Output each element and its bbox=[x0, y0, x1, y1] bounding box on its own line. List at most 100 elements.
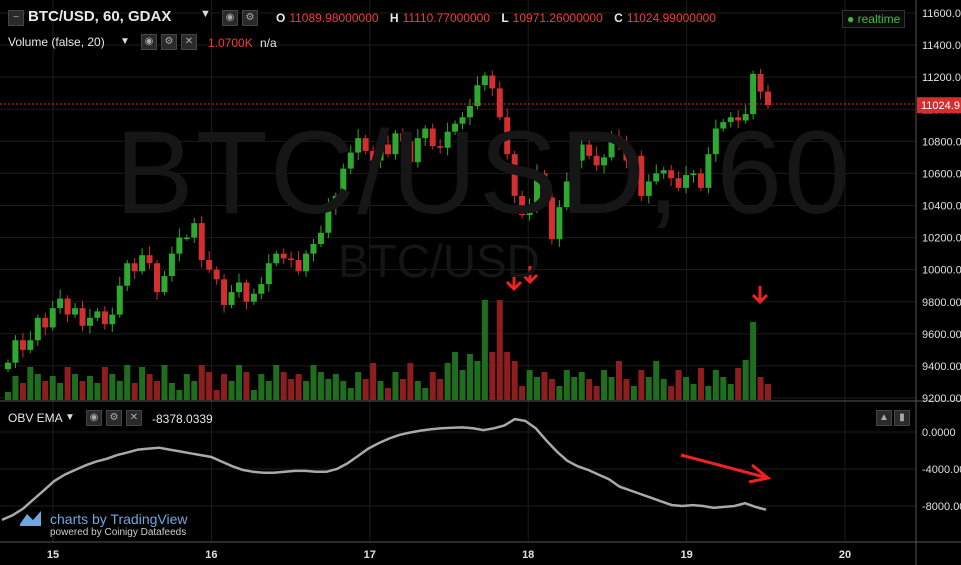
candle-body bbox=[459, 117, 466, 124]
obv-indicator-label[interactable]: OBV EMA bbox=[8, 411, 63, 425]
price-tick-label: 9800.00 bbox=[922, 297, 961, 309]
annotations bbox=[505, 266, 772, 484]
candle-body bbox=[79, 308, 86, 326]
candle-body bbox=[630, 155, 637, 161]
candle-body bbox=[109, 314, 116, 325]
candle-body bbox=[765, 91, 771, 106]
candle-body bbox=[221, 279, 228, 305]
candle-body bbox=[332, 195, 339, 208]
volume-bar bbox=[168, 383, 175, 400]
volume-bar bbox=[183, 374, 190, 400]
obv-line-group bbox=[1, 417, 767, 522]
volume-bar bbox=[444, 363, 451, 400]
obv-close-icon[interactable]: ✕ bbox=[126, 410, 142, 426]
volume-bar bbox=[139, 367, 146, 400]
candle-body bbox=[250, 293, 257, 302]
volume-bar bbox=[243, 372, 250, 400]
candle-body bbox=[578, 144, 585, 161]
candle-body bbox=[496, 88, 503, 118]
volume-bar bbox=[474, 361, 481, 400]
obv-dropdown-icon[interactable]: ▼ bbox=[65, 412, 75, 423]
close-label: C bbox=[614, 11, 623, 25]
candle-body bbox=[519, 195, 526, 216]
symbol-dropdown-icon[interactable]: ▼ bbox=[200, 8, 211, 20]
realtime-badge[interactable]: ● realtime bbox=[842, 10, 906, 28]
volume-bar bbox=[720, 377, 727, 400]
volume-bar bbox=[623, 379, 630, 400]
collapse-icon[interactable]: − bbox=[8, 10, 24, 26]
price-tick-label: 10200.00 bbox=[922, 233, 961, 245]
price-tick-label: 9400.00 bbox=[922, 361, 961, 373]
volume-bar bbox=[116, 381, 123, 400]
volume-bar bbox=[228, 381, 235, 400]
candle-body bbox=[422, 128, 429, 139]
volume-indicator-label[interactable]: Volume (false, 20) bbox=[8, 35, 105, 49]
volume-bar bbox=[392, 372, 399, 400]
volume-bar bbox=[303, 381, 310, 400]
candle-body bbox=[317, 232, 324, 244]
volume-bar bbox=[79, 381, 86, 400]
volume-bar bbox=[280, 372, 287, 400]
volume-bar bbox=[250, 390, 257, 400]
volume-bar bbox=[221, 374, 228, 400]
pane-maximize-icon[interactable]: ▮ bbox=[894, 410, 910, 426]
current-price-box bbox=[917, 97, 961, 114]
eye-icon[interactable]: ◉ bbox=[222, 10, 238, 26]
candle-body bbox=[64, 298, 71, 315]
candle-body bbox=[116, 285, 123, 315]
volume-bar bbox=[466, 354, 473, 400]
volume-bar bbox=[422, 388, 429, 400]
down-arrow-head bbox=[751, 293, 769, 305]
candle-body bbox=[355, 138, 362, 153]
low-value: 10971.26000000 bbox=[512, 11, 603, 25]
candle-body bbox=[407, 141, 414, 163]
candle-body bbox=[235, 282, 242, 293]
candle-body bbox=[660, 170, 667, 174]
time-tick-label: 16 bbox=[205, 549, 217, 561]
candle-body bbox=[288, 258, 295, 261]
candle-body bbox=[243, 282, 250, 302]
current-price-label: 11024.9 bbox=[921, 100, 960, 112]
pane-up-icon[interactable]: ▲ bbox=[876, 410, 892, 426]
tradingview-logo-icon[interactable] bbox=[18, 508, 44, 530]
candle-body bbox=[593, 155, 600, 166]
volume-bar bbox=[191, 381, 198, 400]
price-tick-label: 11400.00 bbox=[922, 40, 961, 52]
volume-bar bbox=[101, 367, 108, 400]
gear-icon[interactable]: ⚙ bbox=[242, 10, 258, 26]
symbol-title[interactable]: BTC/USD, 60, GDAX bbox=[28, 8, 172, 25]
candle-body bbox=[295, 260, 302, 272]
volume-gear-icon[interactable]: ⚙ bbox=[161, 34, 177, 50]
obv-tick-label: -4000.0000 bbox=[922, 464, 961, 476]
volume-bar bbox=[630, 386, 637, 400]
volume-bar bbox=[578, 372, 585, 400]
volume-dropdown-icon[interactable]: ▼ bbox=[120, 36, 130, 47]
volume-bar bbox=[668, 386, 675, 400]
candle-body bbox=[705, 154, 712, 188]
candle-body bbox=[452, 123, 459, 132]
price-tick-label: 11600.00 bbox=[922, 8, 961, 20]
volume-bar bbox=[765, 384, 771, 400]
candle-body bbox=[690, 173, 697, 176]
candle-body bbox=[414, 138, 421, 163]
obv-gear-icon[interactable]: ⚙ bbox=[106, 410, 122, 426]
candle-body bbox=[131, 263, 138, 272]
candle-body bbox=[27, 340, 34, 350]
volume-bar bbox=[385, 388, 391, 400]
volume-bar bbox=[12, 376, 19, 400]
volume-bar bbox=[206, 372, 213, 400]
candle-body bbox=[191, 223, 198, 238]
time-tick-label: 20 bbox=[839, 549, 851, 561]
price-tick-label: 10000.00 bbox=[922, 265, 961, 277]
brand-line[interactable]: charts by TradingView bbox=[50, 511, 188, 527]
volume-bar bbox=[489, 352, 496, 400]
candle-body bbox=[280, 253, 287, 259]
volume-close-icon[interactable]: ✕ bbox=[181, 34, 197, 50]
volume-bar bbox=[712, 370, 719, 400]
volume-eye-icon[interactable]: ◉ bbox=[141, 34, 157, 50]
candle-body bbox=[370, 150, 377, 161]
volume-bar bbox=[72, 374, 79, 400]
candle-body bbox=[154, 263, 161, 293]
obv-eye-icon[interactable]: ◉ bbox=[86, 410, 102, 426]
volume-bar bbox=[273, 365, 280, 400]
